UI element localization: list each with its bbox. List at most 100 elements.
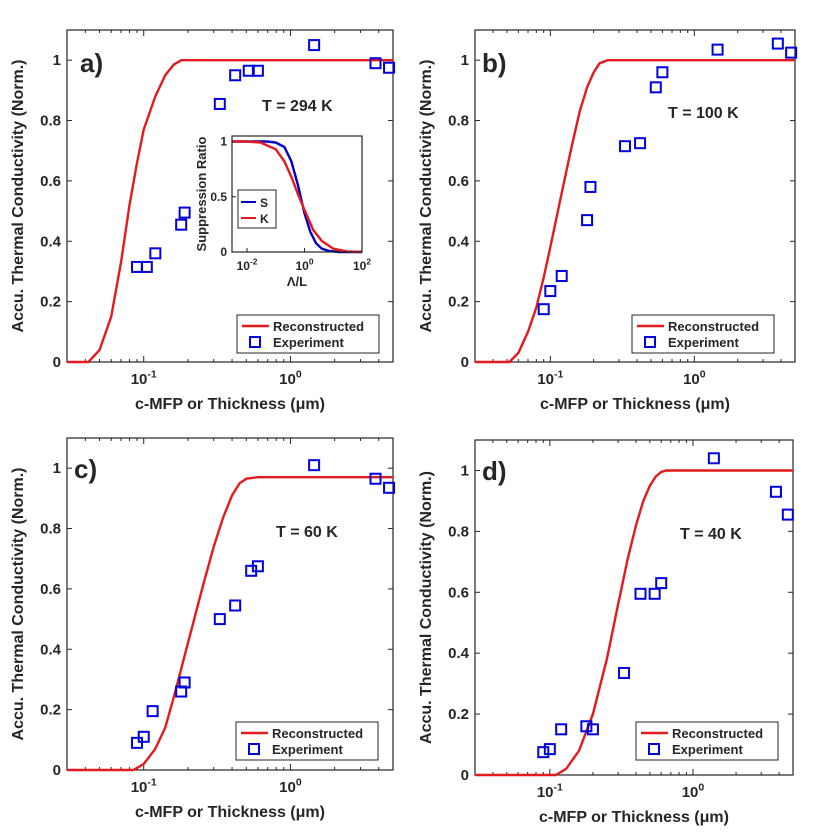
temperature-annotation: T = 100 K bbox=[668, 105, 739, 122]
experiment-point bbox=[213, 97, 226, 110]
experiment-point bbox=[648, 587, 661, 600]
temperature-annotation: T = 60 K bbox=[276, 524, 338, 541]
legend-marker-swatch bbox=[644, 336, 656, 348]
y-tick-label: 0 bbox=[53, 354, 61, 371]
inset-y-tick-label: 0.5 bbox=[210, 190, 227, 204]
legend-marker-swatch bbox=[648, 743, 660, 755]
experiment-point bbox=[308, 459, 321, 472]
legend-label: Experiment bbox=[672, 742, 743, 757]
experiment-point bbox=[781, 508, 794, 521]
experiment-point bbox=[634, 137, 647, 150]
y-tick-label: 0.6 bbox=[448, 584, 469, 601]
legend-box bbox=[635, 721, 779, 761]
inset-line-k bbox=[232, 140, 363, 254]
x-tick-label: 100 bbox=[683, 368, 706, 388]
axes-frame bbox=[474, 29, 796, 363]
y-tick-label: 0.4 bbox=[448, 233, 470, 250]
panel-a: 0 0.2 0.4 0.6 0.8 1 10-1 100 c-MFP or Thickness … bbox=[10, 29, 396, 413]
y-tick-label: 0.6 bbox=[40, 173, 61, 190]
y-tick-label: 1 bbox=[461, 52, 469, 69]
y-tick-label: 1 bbox=[53, 52, 61, 69]
legend-label: Reconstructed bbox=[668, 319, 759, 334]
experiment-point bbox=[369, 472, 382, 485]
y-axis-label: Accu. Thermal Conductivity (Norm.) bbox=[10, 60, 27, 333]
experiment-point bbox=[707, 452, 720, 465]
experiment-point bbox=[146, 705, 159, 718]
x-axis-label: c-MFP or Thickness (μm) bbox=[135, 396, 325, 413]
inset-legend-box bbox=[237, 189, 277, 229]
x-tick-label: 10-1 bbox=[537, 368, 563, 388]
experiment-point bbox=[655, 577, 668, 590]
inset-legend-label: K bbox=[260, 212, 269, 226]
legend-label: Reconstructed bbox=[672, 726, 763, 741]
experiment-point bbox=[785, 46, 798, 59]
legend-label: Experiment bbox=[272, 742, 343, 757]
panel-label: a) bbox=[80, 48, 103, 78]
experiment-point bbox=[251, 64, 264, 77]
reconstructed-line bbox=[67, 476, 393, 772]
panel-b: 0 0.2 0.4 0.6 0.8 1 10-1 100 c-MFP or Thickness … bbox=[418, 29, 798, 413]
experiment-point bbox=[649, 81, 662, 94]
experiment-point bbox=[383, 481, 396, 494]
experiment-point bbox=[543, 743, 556, 756]
experiment-point bbox=[580, 720, 593, 733]
reconstructed-line bbox=[475, 469, 793, 777]
y-tick-label: 0.2 bbox=[40, 702, 61, 719]
y-tick-label: 0.4 bbox=[448, 645, 470, 662]
reconstructed-line bbox=[475, 59, 795, 364]
experiment-point bbox=[251, 560, 264, 573]
legend-marker-swatch bbox=[248, 743, 260, 755]
y-tick-label: 1 bbox=[53, 460, 61, 477]
experiment-point bbox=[771, 37, 784, 50]
y-tick-label: 0.4 bbox=[40, 641, 62, 658]
legend-label: Experiment bbox=[668, 335, 739, 350]
experiment-point bbox=[229, 69, 242, 82]
x-tick-label: 100 bbox=[279, 776, 302, 796]
axes-frame bbox=[66, 437, 394, 771]
experiment-point bbox=[711, 43, 724, 56]
inset-x-tick-label: 102 bbox=[353, 257, 371, 273]
y-tick-label: 0 bbox=[461, 354, 469, 371]
inset-x-tick-label: 10-2 bbox=[237, 257, 258, 273]
x-axis-label: c-MFP or Thickness (μm) bbox=[539, 809, 729, 826]
inset-y-tick-label: 0 bbox=[220, 245, 227, 259]
x-axis-label: c-MFP or Thickness (μm) bbox=[135, 804, 325, 821]
experiment-point bbox=[140, 260, 153, 273]
experiment-point bbox=[213, 613, 226, 626]
panel-label: d) bbox=[482, 456, 507, 486]
y-tick-label: 0.2 bbox=[448, 706, 469, 723]
experiment-point bbox=[178, 206, 191, 219]
x-axis-label: c-MFP or Thickness (μm) bbox=[540, 396, 730, 413]
inset-y-tick-label: 1 bbox=[220, 135, 227, 149]
experiment-point bbox=[149, 247, 162, 260]
y-axis-label: Accu. Thermal Conductivity (Norm.) bbox=[418, 60, 435, 333]
experiment-point bbox=[369, 57, 382, 70]
y-tick-label: 0.6 bbox=[40, 581, 61, 598]
experiment-point bbox=[383, 61, 396, 74]
experiment-point bbox=[586, 723, 599, 736]
y-tick-label: 0.6 bbox=[448, 173, 469, 190]
inset-line-s bbox=[232, 140, 362, 254]
reconstructed-line bbox=[67, 59, 393, 364]
axes-frame bbox=[66, 29, 394, 363]
inset-x-tick-label: 100 bbox=[295, 257, 313, 273]
x-tick-label: 100 bbox=[279, 368, 302, 388]
experiment-point bbox=[769, 485, 782, 498]
experiment-point bbox=[131, 736, 144, 749]
y-tick-label: 0.2 bbox=[40, 294, 61, 311]
experiment-point bbox=[178, 676, 191, 689]
y-tick-label: 1 bbox=[461, 462, 469, 479]
legend-label: Reconstructed bbox=[273, 319, 364, 334]
experiment-point bbox=[555, 269, 568, 282]
inset-y-axis-label: Suppression Ratio bbox=[194, 137, 209, 252]
y-tick-label: 0.8 bbox=[448, 523, 469, 540]
y-axis-label: Accu. Thermal Conductivity (Norm.) bbox=[418, 471, 435, 744]
y-tick-label: 0.8 bbox=[40, 521, 61, 538]
experiment-point bbox=[308, 39, 321, 52]
temperature-annotation: T = 40 K bbox=[680, 526, 742, 543]
x-tick-label: 10-1 bbox=[537, 781, 563, 801]
y-tick-label: 0.8 bbox=[40, 113, 61, 130]
experiment-point bbox=[555, 723, 568, 736]
x-tick-label: 100 bbox=[682, 781, 705, 801]
